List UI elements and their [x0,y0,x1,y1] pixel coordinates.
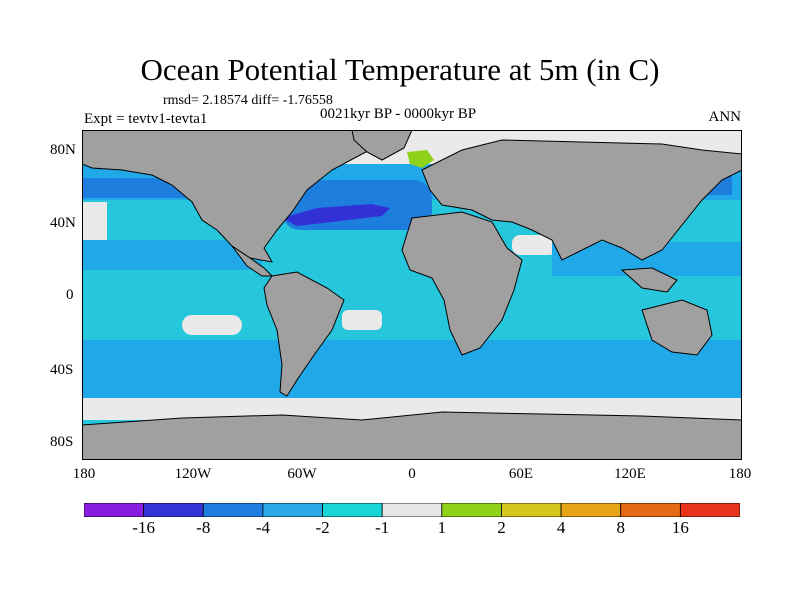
lon-label: 120W [174,466,212,482]
australia [641,299,713,356]
lon-label: 180 [728,466,752,482]
lon-label: 180 [72,466,96,482]
world-map [82,130,742,460]
antarctica [82,411,742,460]
experiment-label: Expt = tevtv1-tevta1 [84,111,208,127]
map-frame [82,130,742,460]
colorbar-label: 16 [671,518,689,537]
north-atlantic-deep-anomaly [282,204,390,226]
colorbar-label: -4 [255,518,270,537]
lat-label: 0 [66,287,74,303]
colorbar-swatch [143,503,204,517]
warm-anomaly-patch [407,150,434,168]
colorbar-swatch [441,503,502,517]
lat-label: 40S [50,362,74,378]
greenland [351,130,413,161]
colorbar-label: -8 [196,518,211,537]
colorbar-swatch [202,503,264,517]
lon-label: 0 [408,466,416,482]
colorbar-swatch [679,503,740,517]
period-label: 0021kyr BP - 0000kyr BP [320,106,477,122]
colorbar-swatch [322,503,383,517]
lat-label: 40N [50,215,76,231]
colorbar-swatch [262,503,323,517]
colorbar-swatch [84,503,145,517]
south-america [263,271,345,397]
colorbar-swatch [620,503,681,517]
colorbar [84,503,740,517]
lon-label: 60W [287,466,317,482]
colorbar-label: 2 [497,518,506,537]
colorbar-swatch [501,503,562,517]
africa [401,211,523,356]
colorbar-swatch [381,503,443,517]
eurasia [421,139,742,261]
colorbar-label: 8 [616,518,625,537]
maritime-continent [620,267,678,293]
colorbar-label: 4 [556,518,566,537]
colorbar-label: -2 [315,518,330,537]
season-label: ANN [708,109,742,125]
colorbar-label: -1 [375,518,390,537]
lon-label: 120E [614,466,646,482]
plot-title: Ocean Potential Temperature at 5m (in C) [140,52,660,87]
lat-label: 80N [50,142,76,158]
land-masses [82,130,742,460]
colorbar-swatch [560,503,622,517]
stats-line: rmsd= 2.18574 diff= -1.76558 [163,93,333,108]
colorbar-label: 1 [437,518,447,537]
lon-label: 60E [508,466,534,482]
colorbar-label: -16 [132,518,155,537]
lat-label: 80S [50,434,74,450]
